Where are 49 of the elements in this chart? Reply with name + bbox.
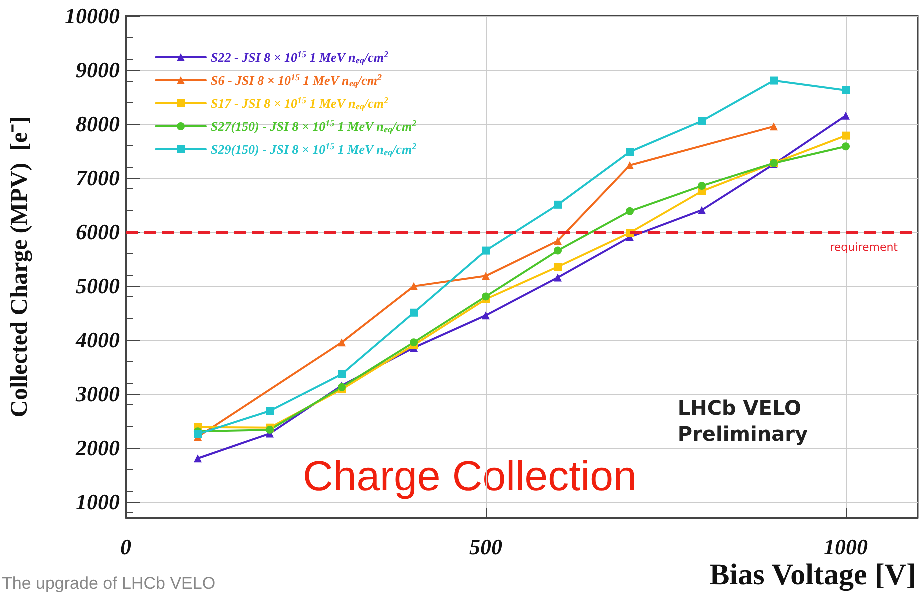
- y-tick-label: 9000: [76, 57, 120, 82]
- point: [842, 132, 850, 140]
- y-tick-label: 6000: [76, 219, 120, 244]
- point: [482, 312, 490, 320]
- point: [698, 206, 706, 214]
- point: [194, 430, 202, 438]
- point: [410, 282, 418, 290]
- point: [194, 454, 202, 463]
- annotation: Charge Collection: [303, 452, 637, 500]
- point: [482, 246, 490, 255]
- ref-line-label: requirement: [830, 240, 899, 254]
- y-axis-title: Collected Charge (MPV) [e⁻]: [7, 116, 33, 418]
- text: The upgrade of LHCb VELO: [2, 574, 216, 593]
- point: [338, 370, 346, 378]
- x-tick-label: 0: [120, 534, 132, 560]
- point: [626, 207, 634, 216]
- y-tick-label: 10000: [65, 4, 120, 28]
- x-tick-label: 1000: [824, 534, 868, 560]
- point: [626, 162, 634, 170]
- point: [554, 274, 562, 282]
- point: [482, 272, 490, 280]
- point: [482, 292, 490, 301]
- point: [626, 148, 634, 156]
- y-tick-label: 8000: [76, 111, 120, 136]
- y-tick-label: 2000: [75, 435, 120, 460]
- x-axis-title: Bias Voltage [V]: [710, 558, 916, 592]
- point: [770, 122, 778, 131]
- point: [842, 86, 850, 94]
- point: [770, 76, 778, 85]
- point: [554, 263, 562, 271]
- point: [842, 112, 850, 120]
- y-tick-label: 3000: [75, 381, 120, 406]
- point: [554, 200, 562, 209]
- point: [554, 237, 562, 246]
- point: [266, 426, 274, 434]
- point: [266, 407, 274, 416]
- point: [698, 182, 706, 190]
- annotation: LHCb VELO Preliminary: [678, 396, 808, 446]
- point: [410, 338, 418, 347]
- point: [338, 338, 346, 347]
- y-tick-label: 7000: [76, 165, 120, 190]
- y-tick-label: 5000: [76, 273, 120, 298]
- point: [698, 117, 706, 126]
- x-tick-label: 500: [470, 534, 502, 560]
- y-tick-label: 1000: [76, 489, 120, 514]
- point: [842, 142, 850, 151]
- point: [554, 246, 562, 255]
- y-tick-label: 4000: [75, 327, 120, 352]
- point: [410, 308, 418, 317]
